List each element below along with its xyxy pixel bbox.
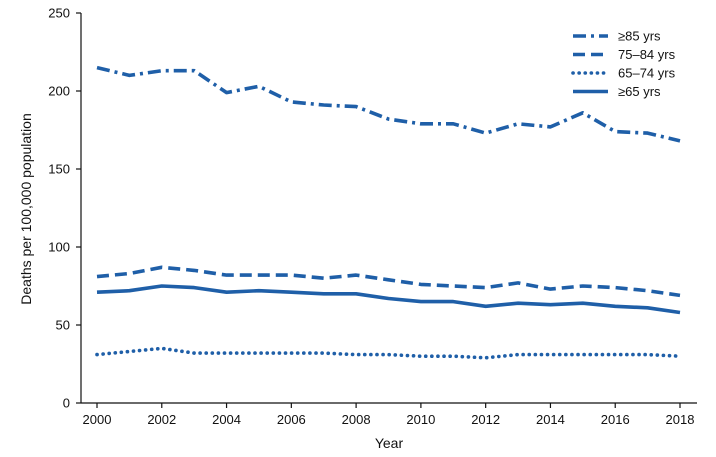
series-line [95, 346, 682, 360]
series-line [96, 284, 681, 315]
x-tick-label: 2006 [277, 412, 306, 427]
y-tick-label: 50 [56, 318, 70, 333]
x-tick-label: 2002 [147, 412, 176, 427]
x-tick-label: 2018 [666, 412, 695, 427]
x-tick-label: 2010 [406, 412, 435, 427]
x-tick-label: 2004 [212, 412, 241, 427]
legend-label: 65–74 yrs [618, 66, 676, 81]
x-tick-label: 2014 [536, 412, 565, 427]
legend-label: ≥65 yrs [618, 84, 661, 99]
series-line [96, 65, 681, 143]
x-tick-label: 2012 [471, 412, 500, 427]
series-line [96, 265, 681, 298]
y-tick-label: 250 [48, 6, 70, 21]
x-axis-title: Year [375, 435, 404, 451]
y-tick-label: 200 [48, 84, 70, 99]
legend: ≥85 yrs 75–84 yrs 65–74 yrs ≥65 yrs [571, 29, 676, 99]
y-tick-label: 150 [48, 162, 70, 177]
y-ticks: 0 50 100 150 200 250 [48, 6, 81, 411]
x-tick-label: 2016 [601, 412, 630, 427]
y-axis-title: Deaths per 100,000 population [18, 113, 34, 304]
x-ticks: 2000 2002 2004 2006 2008 2010 2012 2014 2016 2018 [83, 403, 695, 427]
series-lines [95, 65, 682, 360]
x-tick-label: 2008 [342, 412, 371, 427]
y-tick-label: 0 [63, 396, 70, 411]
plot-area: 0 50 100 150 200 250 2000 2002 2004 2006 2008 2010… [48, 6, 697, 427]
legend-label: ≥85 yrs [618, 29, 661, 44]
x-tick-label: 2000 [83, 412, 112, 427]
legend-label: 75–84 yrs [618, 47, 676, 62]
y-tick-label: 100 [48, 240, 70, 255]
